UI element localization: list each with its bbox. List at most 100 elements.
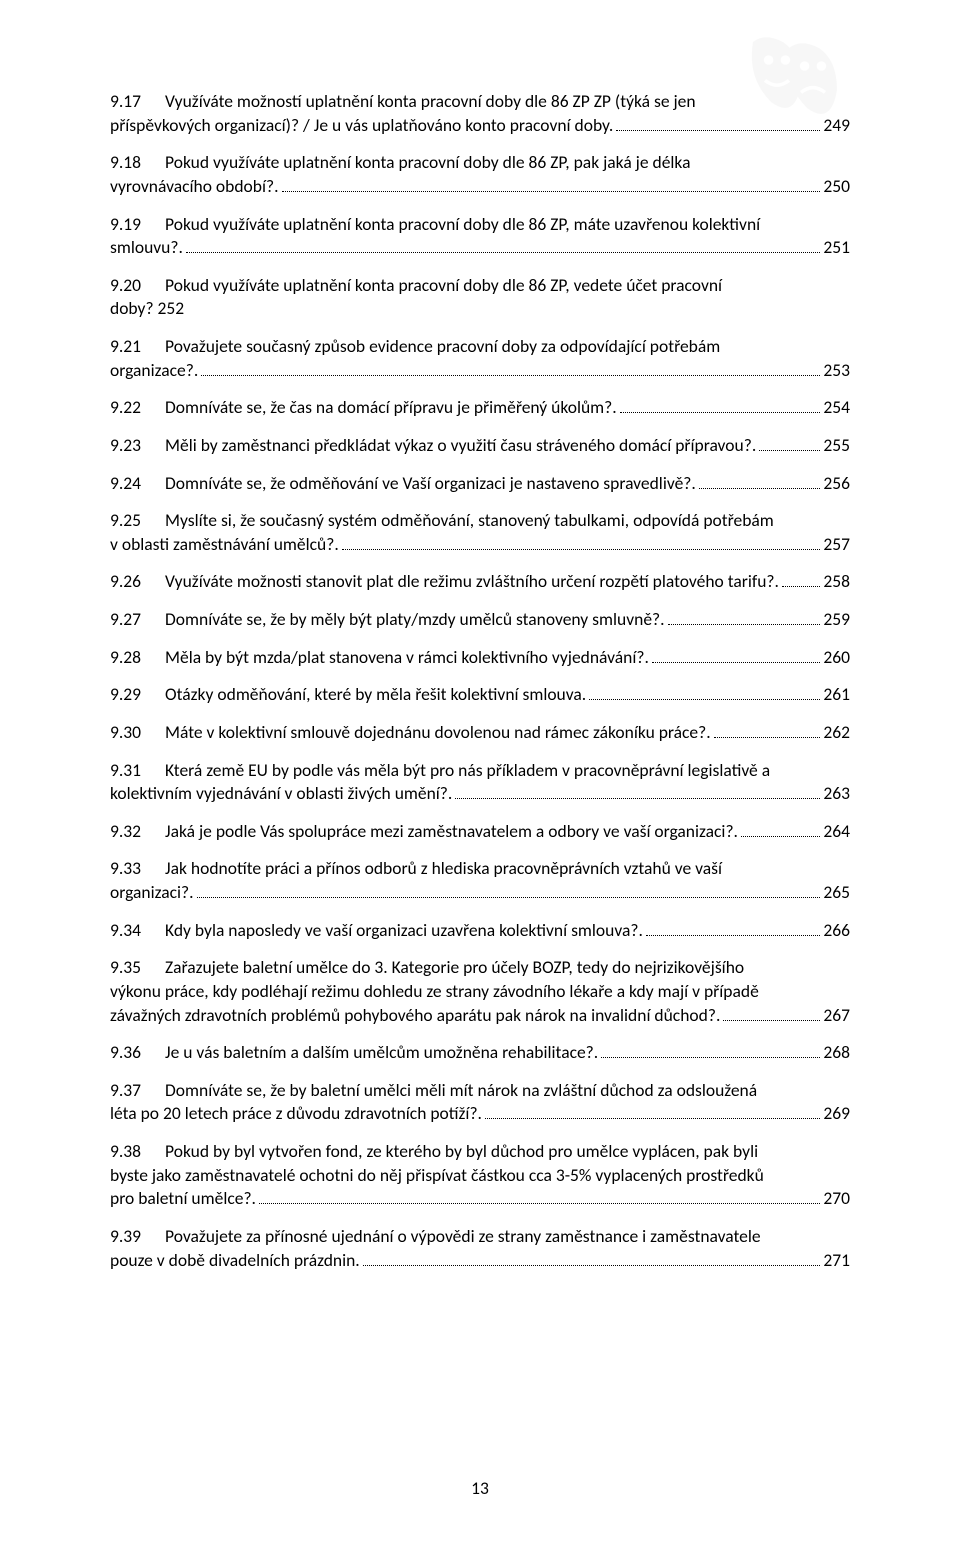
toc-leader bbox=[197, 881, 821, 898]
toc-entry-number: 9.35 bbox=[110, 956, 165, 980]
toc-entry-page: 259 bbox=[823, 608, 850, 632]
toc-entry-text: výkonu práce, kdy podléhají režimu dohle… bbox=[110, 980, 759, 1004]
toc-entry: 9.24Domníváte se, že odměňování ve Vaší … bbox=[110, 472, 850, 496]
toc-leader bbox=[741, 820, 820, 837]
toc-entry: 9.30Máte v kolektivní smlouvě dojednánu … bbox=[110, 721, 850, 745]
toc-entry-page: 267 bbox=[823, 1004, 850, 1028]
toc-entry-number: 9.18 bbox=[110, 151, 165, 175]
toc-entry-text: Která země EU by podle vás měla být pro … bbox=[165, 759, 770, 783]
toc-entry-page: 264 bbox=[823, 820, 850, 844]
toc-entry-text: léta po 20 letech práce z důvodu zdravot… bbox=[110, 1102, 482, 1126]
toc-entry-number: 9.29 bbox=[110, 683, 165, 707]
toc-entry-text: organizace?. bbox=[110, 359, 198, 383]
toc-entry-page: 254 bbox=[823, 396, 850, 420]
toc-entry-number: 9.31 bbox=[110, 759, 165, 783]
toc-entry-text: pro baletní umělce?. bbox=[110, 1187, 256, 1211]
toc-entry-text: Máte v kolektivní smlouvě dojednánu dovo… bbox=[165, 721, 711, 745]
toc-entry-text: Otázky odměňování, které by měla řešit k… bbox=[165, 683, 586, 707]
toc-entry: 9.17Využíváte možností uplatnění konta p… bbox=[110, 90, 850, 137]
toc-leader bbox=[282, 175, 821, 192]
toc-entry-number: 9.19 bbox=[110, 213, 165, 237]
toc-entry-number: 9.27 bbox=[110, 608, 165, 632]
toc-entry-page: 252 bbox=[158, 297, 185, 321]
toc-entry-number: 9.34 bbox=[110, 919, 165, 943]
toc-entry: 9.20Pokud využíváte uplatnění konta prac… bbox=[110, 274, 850, 321]
toc-leader bbox=[699, 472, 821, 489]
toc-entry-text: Pokud využíváte uplatnění konta pracovní… bbox=[165, 151, 690, 175]
toc-entry-number: 9.25 bbox=[110, 509, 165, 533]
toc-entry-page: 250 bbox=[823, 175, 850, 199]
toc-entry-text: Myslíte si, že současný systém odměňován… bbox=[165, 509, 774, 533]
toc-entry-number: 9.33 bbox=[110, 857, 165, 881]
toc-entry-text: doby? bbox=[110, 297, 154, 321]
page-number: 13 bbox=[0, 1477, 960, 1501]
toc-entry-text: Domníváte se, že by baletní umělci měli … bbox=[165, 1079, 757, 1103]
toc-entry-text: kolektivním vyjednávání v oblasti živých… bbox=[110, 782, 452, 806]
toc-entry: 9.27Domníváte se, že by měly být platy/m… bbox=[110, 608, 850, 632]
toc-leader bbox=[601, 1041, 820, 1058]
toc-entry-number: 9.36 bbox=[110, 1041, 165, 1065]
toc-entry-page: 266 bbox=[823, 919, 850, 943]
toc-entry-number: 9.23 bbox=[110, 434, 165, 458]
toc-entry: 9.25Myslíte si, že současný systém odměň… bbox=[110, 509, 850, 556]
toc-entry-page: 269 bbox=[823, 1102, 850, 1126]
toc-entry-text: příspěvkových organizací)? / Je u vás up… bbox=[110, 114, 613, 138]
toc-entry-text: Pokud by byl vytvořen fond, ze kterého b… bbox=[165, 1140, 758, 1164]
toc-entry-page: 255 bbox=[823, 434, 850, 458]
toc-entry-text: organizaci?. bbox=[110, 881, 194, 905]
toc-entry: 9.21Považujete současný způsob evidence … bbox=[110, 335, 850, 382]
toc-entry-text: Domníváte se, že čas na domácí přípravu … bbox=[165, 396, 617, 420]
toc-entry-text: Jak hodnotíte práci a přínos odborů z hl… bbox=[165, 857, 722, 881]
toc-entry-text: Pokud využíváte uplatnění konta pracovní… bbox=[165, 274, 722, 298]
toc-entry: 9.28Měla by být mzda/plat stanovena v rá… bbox=[110, 646, 850, 670]
toc-entry-page: 265 bbox=[823, 881, 850, 905]
toc-entry-number: 9.37 bbox=[110, 1079, 165, 1103]
toc-entry-number: 9.28 bbox=[110, 646, 165, 670]
toc-entry: 9.26Využíváte možnosti stanovit plat dle… bbox=[110, 570, 850, 594]
toc-leader bbox=[201, 359, 820, 376]
toc-leader bbox=[616, 114, 820, 131]
toc-entry-number: 9.32 bbox=[110, 820, 165, 844]
toc-entry-text: smlouvu?. bbox=[110, 236, 183, 260]
toc-entry-page: 262 bbox=[823, 721, 850, 745]
toc-leader bbox=[646, 919, 820, 936]
toc-entry-text: Využíváte možností uplatnění konta praco… bbox=[165, 90, 696, 114]
toc-entry-number: 9.26 bbox=[110, 570, 165, 594]
toc-leader bbox=[652, 646, 820, 663]
toc-entry: 9.39Považujete za přínosné ujednání o vý… bbox=[110, 1225, 850, 1272]
toc-entry-number: 9.21 bbox=[110, 335, 165, 359]
toc-leader bbox=[363, 1249, 821, 1266]
toc-entry-text: v oblasti zaměstnávání umělců?. bbox=[110, 533, 339, 557]
toc-entry: 9.34Kdy byla naposledy ve vaší organizac… bbox=[110, 919, 850, 943]
toc-leader bbox=[186, 236, 821, 253]
toc-entry: 9.32Jaká je podle Vás spolupráce mezi za… bbox=[110, 820, 850, 844]
toc-entry: 9.22Domníváte se, že čas na domácí přípr… bbox=[110, 396, 850, 420]
toc-entry-number: 9.24 bbox=[110, 472, 165, 496]
toc-entry-text: Měla by být mzda/plat stanovena v rámci … bbox=[165, 646, 649, 670]
toc-entry-text: Jaká je podle Vás spolupráce mezi zaměst… bbox=[165, 820, 738, 844]
toc-entry: 9.19Pokud využíváte uplatnění konta prac… bbox=[110, 213, 850, 260]
toc-entry: 9.29Otázky odměňování, které by měla řeš… bbox=[110, 683, 850, 707]
toc-leader bbox=[668, 608, 821, 625]
toc-leader bbox=[259, 1188, 820, 1205]
toc-entry-page: 253 bbox=[823, 359, 850, 383]
toc-entry: 9.35Zařazujete baletní umělce do 3. Kate… bbox=[110, 956, 850, 1027]
toc-entry-page: 263 bbox=[823, 782, 850, 806]
toc-entry-number: 9.17 bbox=[110, 90, 165, 114]
toc-leader bbox=[714, 721, 821, 738]
toc-entry-text: byste jako zaměstnavatelé ochotni do něj… bbox=[110, 1164, 764, 1188]
toc-entry-page: 249 bbox=[823, 114, 850, 138]
toc-entry-page: 268 bbox=[823, 1041, 850, 1065]
toc-entry-text: vyrovnávacího období?. bbox=[110, 175, 279, 199]
toc-entry-number: 9.39 bbox=[110, 1225, 165, 1249]
toc-leader bbox=[723, 1004, 820, 1021]
toc-entry-text: Domníváte se, že by měly být platy/mzdy … bbox=[165, 608, 665, 632]
toc-leader bbox=[589, 684, 820, 701]
toc-entry-text: Měli by zaměstnanci předkládat výkaz o v… bbox=[165, 434, 756, 458]
toc-entry-text: Považujete za přínosné ujednání o výpově… bbox=[165, 1225, 761, 1249]
toc-entry-page: 271 bbox=[823, 1249, 850, 1273]
toc-leader bbox=[759, 434, 820, 451]
toc-entry-number: 9.30 bbox=[110, 721, 165, 745]
toc-entry: 9.23Měli by zaměstnanci předkládat výkaz… bbox=[110, 434, 850, 458]
toc-entry: 9.36Je u vás baletním a dalším umělcům u… bbox=[110, 1041, 850, 1065]
